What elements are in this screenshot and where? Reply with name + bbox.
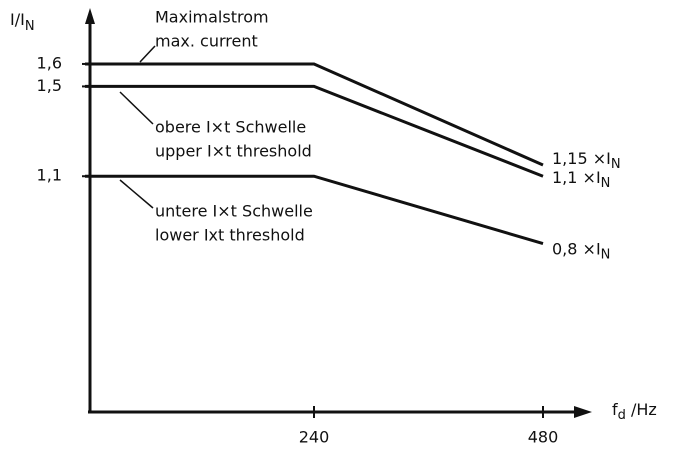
y-tick-label: 1,1	[37, 166, 62, 185]
end-label-main: 1,1 ×I	[552, 168, 601, 187]
x-tick-label: 480	[528, 428, 559, 447]
series-label: untere I×t Schwelle	[155, 202, 313, 221]
leader-line	[119, 91, 154, 125]
end-label-sub: N	[611, 157, 621, 172]
series-label: lower Ixt threshold	[155, 226, 305, 245]
leader-line	[119, 179, 154, 209]
end-label-sub: N	[601, 247, 611, 262]
end-label-sub: N	[601, 176, 611, 191]
x-axis-label: fd /Hz	[612, 400, 657, 423]
series-label: max. current	[155, 32, 258, 51]
x-tick-label: 240	[299, 428, 330, 447]
end-label: 1,1 ×IN	[552, 168, 610, 191]
series-label: upper I×t threshold	[155, 142, 312, 161]
leader-line	[139, 45, 156, 63]
y-tick-label: 1,5	[37, 76, 62, 95]
series-label: obere I×t Schwelle	[155, 118, 306, 137]
series-line	[85, 174, 544, 246]
y-axis-arrow	[85, 8, 95, 24]
y-axis-label: I/IN	[10, 10, 35, 34]
end-label-main: 1,15 ×I	[552, 149, 611, 168]
series-label: Maximalstrom	[155, 8, 269, 27]
series-line	[85, 84, 544, 178]
end-label: 1,15 ×IN	[552, 149, 621, 172]
end-label-main: 0,8 ×I	[552, 239, 601, 258]
series-line	[85, 62, 544, 167]
end-label: 0,8 ×IN	[552, 239, 610, 262]
y-tick-label: 1,6	[37, 53, 62, 72]
x-axis-arrow	[574, 406, 592, 418]
